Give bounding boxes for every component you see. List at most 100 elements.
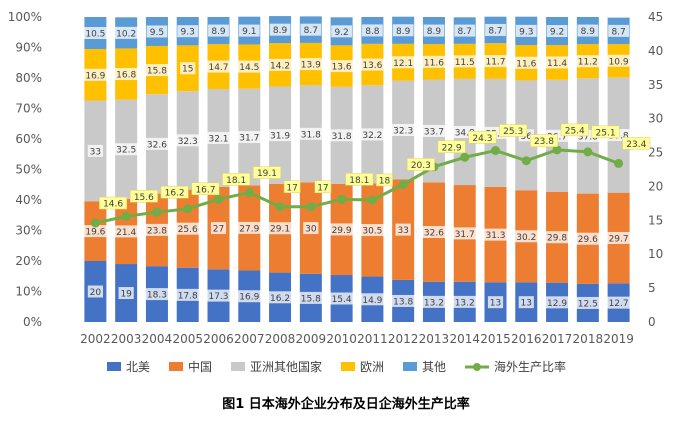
ratio-point xyxy=(183,204,193,214)
segment-label: 18.3 xyxy=(147,291,167,301)
ratio-label-bg xyxy=(406,158,435,171)
segment-label: 33 xyxy=(90,147,101,157)
segment-labels: 20 19.6 33 16.9 10.5 19 21.4 32.5 16.8 10.2 18.3 23… xyxy=(82,23,632,309)
segment-label-bg xyxy=(389,124,417,137)
ratio-label-bg xyxy=(468,131,497,144)
y-right-tick-label: 20 xyxy=(648,179,663,193)
ratio-label: 15.6 xyxy=(134,193,154,203)
x-tick-label: 2014 xyxy=(449,332,480,346)
segment-label: 31.7 xyxy=(239,134,259,144)
segment-label: 31.7 xyxy=(455,230,475,240)
segment-label: 11.6 xyxy=(516,59,536,69)
ratio-label-bg xyxy=(314,180,332,194)
segment-label-bg xyxy=(485,23,506,36)
segment-label-bg xyxy=(577,24,599,37)
segment-label-bg xyxy=(118,287,134,300)
segment-label-bg xyxy=(420,124,448,137)
ratio-label: 19.1 xyxy=(257,169,277,179)
segment-label: 34.8 xyxy=(455,128,475,138)
segment-label: 36 xyxy=(521,132,533,142)
x-tick-label: 2012 xyxy=(388,332,419,346)
segment-label: 14.2 xyxy=(270,61,290,71)
segment-label-bg xyxy=(303,222,319,235)
segment-label: 13 xyxy=(490,299,501,309)
segment-label-bg xyxy=(297,127,325,140)
segment-label-bg xyxy=(82,225,109,238)
segment-label-bg xyxy=(574,55,602,68)
legend-label: 北美 xyxy=(126,360,150,374)
segment-label: 15.4 xyxy=(332,295,352,305)
ratio-label: 25.1 xyxy=(596,128,616,138)
segment-label: 31.8 xyxy=(332,132,352,142)
segment-label-bg xyxy=(205,289,232,302)
ratio-label: 23.8 xyxy=(534,137,554,147)
y-left-tick-label: 90% xyxy=(15,41,42,55)
legend-marker xyxy=(473,363,481,371)
segment-label-bg xyxy=(359,293,386,306)
y-right-tick-label: 15 xyxy=(648,213,663,227)
segment-label-bg xyxy=(146,25,168,38)
segment-label-bg xyxy=(82,27,109,40)
segment-label-bg xyxy=(180,62,196,75)
ratio-label-bg xyxy=(283,180,301,194)
ratio-point xyxy=(90,218,100,228)
segment-label: 13.6 xyxy=(332,63,352,73)
segment-label: 8.9 xyxy=(211,27,226,37)
segment-label: 30.5 xyxy=(362,227,382,237)
x-tick-label: 2010 xyxy=(326,332,357,346)
x-tick-label: 2007 xyxy=(234,332,265,346)
ratio-label: 25.3 xyxy=(503,127,523,137)
segment-label-bg xyxy=(518,296,534,309)
legend-label: 欧洲 xyxy=(360,360,384,374)
segment-label-bg xyxy=(482,228,509,241)
segment-label-bg xyxy=(605,231,632,244)
x-tick-label: 2018 xyxy=(573,332,604,346)
segment-label: 9.3 xyxy=(519,27,533,37)
segment-label-bg xyxy=(420,55,448,68)
legend-label: 其他 xyxy=(422,360,446,374)
segment-label: 14.7 xyxy=(208,63,228,73)
y-left-tick-label: 70% xyxy=(15,102,42,116)
segment-label-bg xyxy=(82,68,109,81)
segment-label: 8.9 xyxy=(581,27,596,37)
segment-label: 11.2 xyxy=(578,58,598,68)
segment-label: 10.2 xyxy=(116,29,136,39)
x-tick-label: 2006 xyxy=(203,332,234,346)
segment-label-bg xyxy=(420,226,448,239)
segment-label-bg xyxy=(451,227,478,240)
ratio-label: 17 xyxy=(317,183,328,193)
y-left-tick-label: 0% xyxy=(23,315,42,329)
segment-label: 13.8 xyxy=(393,297,413,307)
segment-label: 13.6 xyxy=(362,61,382,71)
ratio-point xyxy=(552,145,562,155)
y-left-tick-label: 40% xyxy=(15,193,42,207)
x-tick-label: 2013 xyxy=(419,332,450,346)
segment-label-bg xyxy=(574,232,602,245)
segment-label: 32.3 xyxy=(178,137,198,147)
y-left-tick-label: 100% xyxy=(8,10,42,24)
segment-label-bg xyxy=(361,24,383,37)
y-left-tick-label: 80% xyxy=(15,71,42,85)
segment-label-bg xyxy=(328,129,355,142)
legend: 北美 中国 亚洲其他国家 欧洲 其他 海外生产比率 xyxy=(107,359,566,374)
y-right-tick-label: 30 xyxy=(648,112,663,126)
x-tick-label: 2004 xyxy=(142,332,173,346)
segment-label-bg xyxy=(423,24,445,37)
x-tick-label: 2019 xyxy=(603,332,634,346)
segment-label: 31.8 xyxy=(301,130,321,140)
y-left-tick-label: 60% xyxy=(15,132,42,146)
segment-label: 32.1 xyxy=(208,134,228,144)
segment-label: 13 xyxy=(521,299,532,309)
segment-label: 8.7 xyxy=(488,26,502,36)
ratio-label: 23.4 xyxy=(626,140,646,150)
segment-label-bg xyxy=(328,223,355,236)
segment-label: 33.7 xyxy=(424,127,444,137)
ratio-label: 24.3 xyxy=(472,134,492,144)
segment-label-bg xyxy=(605,296,632,309)
segment-label: 29.6 xyxy=(578,235,598,245)
segment-label-bg xyxy=(210,222,227,235)
ratio-label-bg xyxy=(345,173,374,186)
segment-label-bg xyxy=(236,131,263,144)
segment-label: 9.5 xyxy=(150,28,164,38)
segment-label-bg xyxy=(112,26,140,39)
